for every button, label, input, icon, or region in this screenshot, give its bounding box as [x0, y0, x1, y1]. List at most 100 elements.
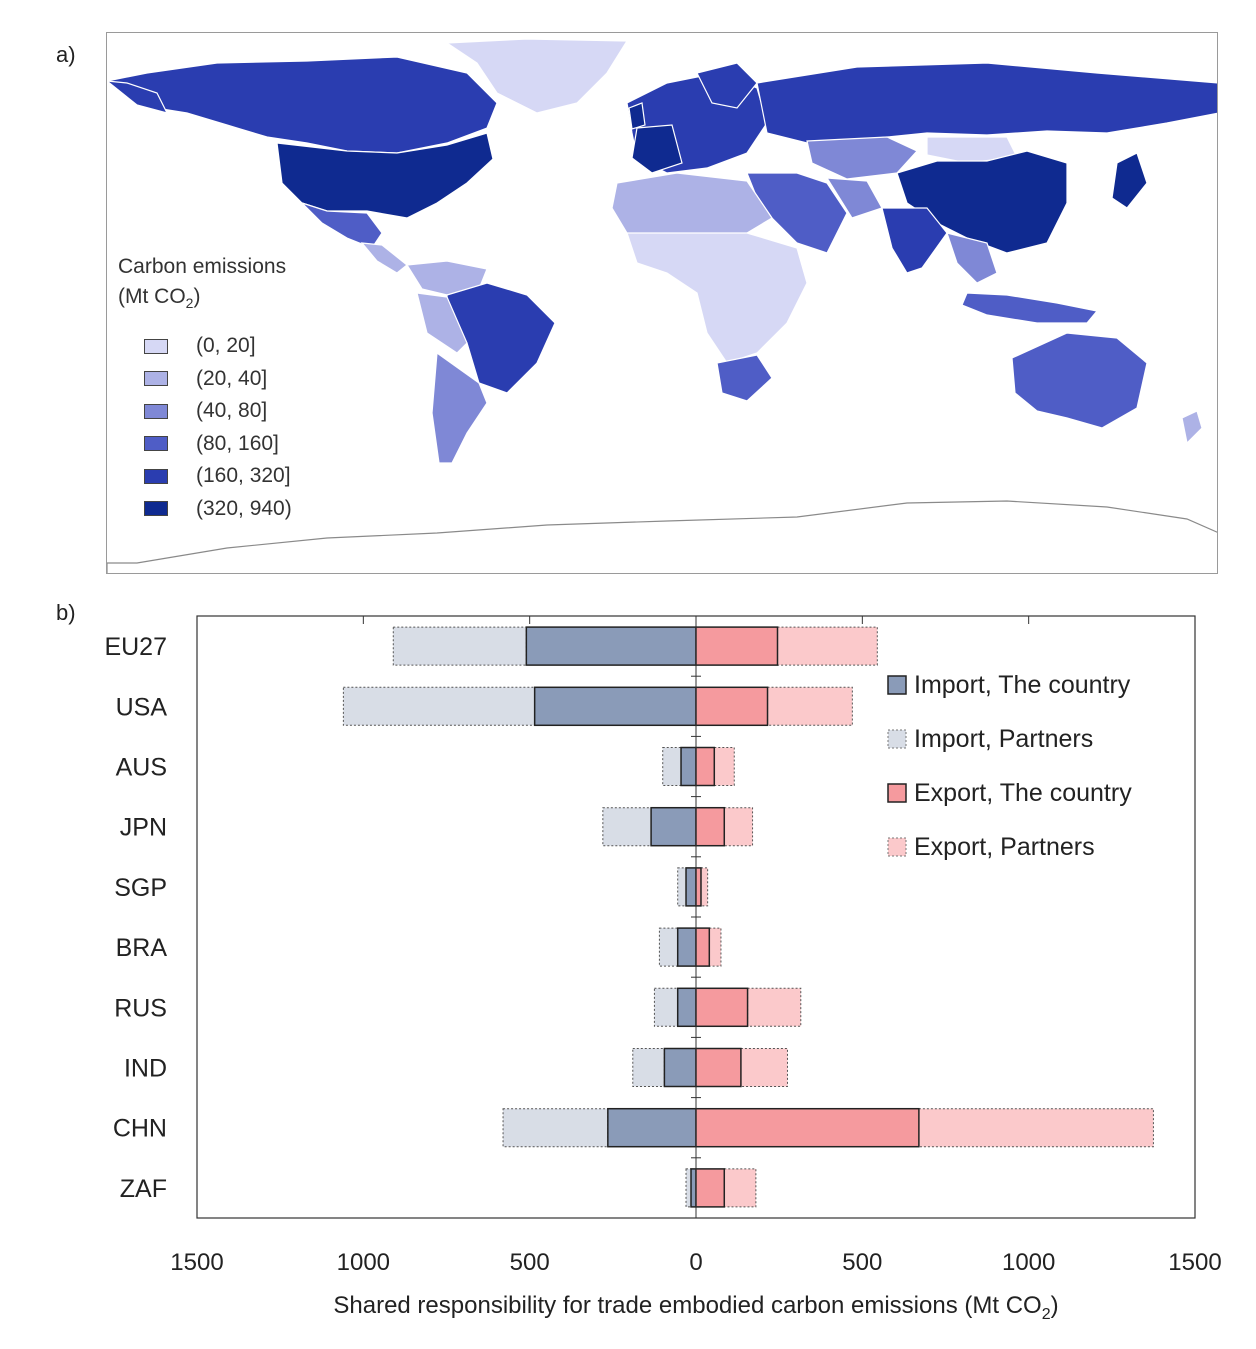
- legend-swatch: [887, 837, 907, 857]
- bar-export-partners: [713, 747, 735, 786]
- axis-layer: EU27 USA AUS JPN SGP BRA RUS IND CHN ZAF 1500 1000 5…: [104, 615, 1222, 1323]
- legend-label: Import, Partners: [914, 725, 1093, 753]
- legend-item-label: (80, 160]: [196, 431, 279, 455]
- bar-import-partners: [632, 1048, 665, 1087]
- bar-export-country: [695, 806, 726, 847]
- x-tick-label: 0: [689, 1249, 702, 1276]
- category-label: AUS: [116, 754, 167, 782]
- bar-import-country: [525, 626, 697, 666]
- x-tick-label: 1500: [1168, 1249, 1221, 1276]
- bar-import-country: [533, 686, 697, 727]
- panel-label-a: a): [56, 42, 76, 67]
- bar-export-country: [695, 746, 716, 787]
- bar-export-partners: [767, 686, 853, 726]
- map-legend-item: (20, 40]: [118, 363, 292, 396]
- map-region-central-america: [360, 242, 408, 274]
- category-label: BRA: [116, 934, 168, 962]
- legend-item-label: (20, 40]: [196, 366, 268, 390]
- legend-swatch: [144, 436, 168, 452]
- map-region-antarctica: [107, 500, 1217, 573]
- map-region-argentina-chile: [431, 351, 488, 464]
- map-region-greenland: [445, 38, 629, 114]
- category-label: IND: [124, 1055, 167, 1083]
- bar-export-partners: [723, 1168, 757, 1208]
- map-legend-unit-prefix: (Mt CO: [118, 285, 186, 308]
- map-legend-title-line2: (Mt CO2): [118, 282, 292, 318]
- bar-import-partners: [653, 987, 679, 1027]
- bar-export-country: [695, 1107, 920, 1148]
- x-axis-label-prefix: Shared responsibility for trade embodied…: [333, 1292, 1041, 1319]
- bar-import-partners: [602, 807, 652, 847]
- bar-import-country: [676, 927, 697, 967]
- bar-import-partners: [658, 927, 679, 967]
- legend-swatch: [144, 501, 168, 517]
- category-label: RUS: [114, 994, 167, 1022]
- map-region-peru-bolivia: [416, 292, 468, 354]
- bar-export-country: [695, 626, 779, 666]
- bar-export-partners: [700, 867, 709, 907]
- legend-swatch: [144, 338, 168, 354]
- map-region-southeast-asia: [946, 232, 998, 284]
- bar-export-partners: [723, 807, 754, 847]
- bar-import-partners: [342, 686, 536, 726]
- bar-export-country: [695, 1047, 742, 1088]
- map-region-mexico: [301, 202, 383, 249]
- map-region-russia: [756, 62, 1217, 144]
- bar-export-country: [695, 927, 711, 967]
- category-label: ZAF: [120, 1175, 167, 1203]
- legend-item-label: (160, 320]: [196, 464, 291, 488]
- map-legend-item: (0, 20]: [118, 330, 292, 363]
- bar-export-country: [695, 867, 702, 907]
- bar-chart: EU27 USA AUS JPN SGP BRA RUS IND CHN ZAF 1500 1000 5…: [104, 615, 1222, 1323]
- bar-export-partners: [918, 1108, 1154, 1148]
- map-region-scandinavia: [696, 62, 758, 109]
- world-map: [106, 32, 1218, 574]
- legend-label: Import, The country: [914, 671, 1131, 699]
- bar-export-partners: [708, 927, 722, 967]
- map-legend-title-line1: Carbon emissions: [118, 255, 287, 278]
- map-legend-unit-suffix: ): [193, 285, 201, 308]
- bars-layer: [342, 626, 1154, 1208]
- bar-import-country: [685, 867, 697, 907]
- legend-item-label: (40, 80]: [196, 399, 268, 423]
- map-region-indonesia: [961, 292, 1099, 324]
- x-tick-label: 1000: [1002, 1249, 1055, 1276]
- bar-export-country: [695, 987, 749, 1028]
- map-region-canada: [107, 56, 498, 154]
- legend-item-label: (320, 940): [196, 496, 292, 520]
- x-axis-label-suffix: ): [1051, 1292, 1059, 1319]
- bar-import-country: [650, 806, 697, 847]
- x-tick-label: 1500: [170, 1249, 223, 1276]
- map-legend-item: (80, 160]: [118, 428, 292, 461]
- bar-import-country: [607, 1107, 697, 1148]
- legend-swatch: [144, 468, 168, 484]
- bar-import-partners: [392, 626, 527, 666]
- legend-swatch: [144, 371, 168, 387]
- map-region-north-africa: [611, 172, 773, 239]
- legend-label: Export, Partners: [914, 833, 1095, 861]
- bar-import-partners: [502, 1108, 609, 1148]
- bar-import-partners: [662, 747, 682, 786]
- x-tick-label: 500: [510, 1249, 550, 1276]
- x-tick-label: 1000: [337, 1249, 390, 1276]
- category-label: SGP: [114, 874, 167, 902]
- panel-label-b: b): [56, 600, 76, 625]
- legend-swatch: [887, 729, 907, 749]
- bar-export-partners: [747, 987, 802, 1027]
- legend-swatch: [144, 403, 168, 419]
- bar-import-country: [680, 746, 697, 787]
- bar-export-partners: [777, 626, 878, 666]
- bar-import-country: [663, 1047, 697, 1088]
- category-label: CHN: [113, 1115, 167, 1143]
- category-label: USA: [116, 693, 168, 721]
- map-region-central-africa: [626, 232, 808, 364]
- bar-export-country: [695, 1168, 726, 1208]
- x-tick-label: 500: [842, 1249, 882, 1276]
- bar-import-country: [676, 987, 697, 1028]
- map-region-alaska: [107, 80, 169, 114]
- legend-label: Export, The country: [914, 779, 1132, 807]
- world-map-graphic: [107, 38, 1217, 573]
- map-region-india: [881, 207, 948, 274]
- legend-swatch: [887, 675, 907, 695]
- legend-item-label: (0, 20]: [196, 334, 256, 358]
